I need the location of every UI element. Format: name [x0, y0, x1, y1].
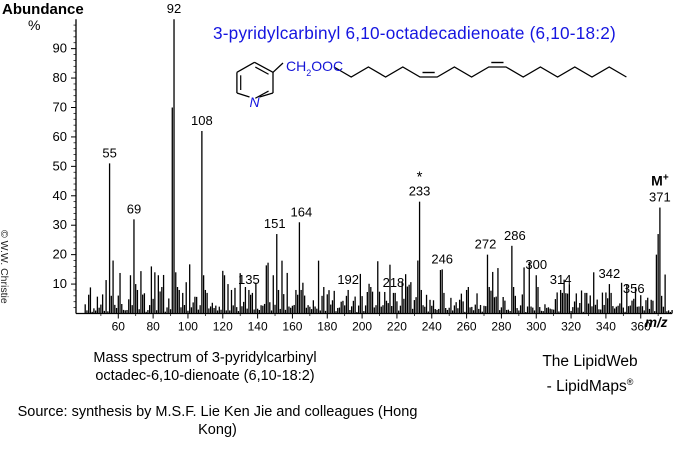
- svg-text:92: 92: [167, 1, 181, 16]
- svg-text:300: 300: [526, 320, 546, 334]
- svg-text:272: 272: [475, 237, 497, 252]
- svg-text:280: 280: [491, 320, 511, 334]
- svg-text:151: 151: [264, 216, 286, 231]
- svg-text:10: 10: [53, 276, 67, 291]
- svg-text:160: 160: [282, 320, 302, 334]
- svg-text:40: 40: [53, 188, 67, 203]
- svg-text:50: 50: [53, 158, 67, 173]
- svg-text:246: 246: [431, 251, 453, 266]
- svg-text:30: 30: [53, 217, 67, 232]
- svg-text:192: 192: [337, 272, 359, 287]
- svg-text:340: 340: [596, 320, 616, 334]
- svg-text:55: 55: [102, 145, 116, 160]
- svg-text:220: 220: [387, 320, 407, 334]
- svg-text:120: 120: [213, 320, 233, 334]
- svg-text:371: 371: [649, 190, 671, 205]
- svg-text:20: 20: [53, 247, 67, 262]
- svg-text:233: 233: [409, 184, 431, 199]
- svg-text:*: *: [417, 169, 423, 186]
- svg-text:240: 240: [422, 320, 442, 334]
- svg-text:80: 80: [53, 70, 67, 85]
- svg-text:70: 70: [53, 99, 67, 114]
- svg-text:218: 218: [383, 275, 405, 290]
- svg-text:60: 60: [112, 320, 126, 334]
- svg-text:286: 286: [504, 228, 526, 243]
- svg-text:164: 164: [291, 204, 313, 219]
- svg-text:M+: M+: [651, 172, 669, 189]
- svg-text:CH2OOC: CH2OOC: [286, 58, 343, 78]
- svg-text:260: 260: [457, 320, 477, 334]
- svg-text:314: 314: [550, 272, 572, 287]
- svg-text:356: 356: [623, 281, 645, 296]
- svg-text:342: 342: [599, 266, 621, 281]
- svg-text:90: 90: [53, 41, 67, 56]
- svg-text:300: 300: [525, 257, 547, 272]
- svg-text:100: 100: [178, 320, 198, 334]
- svg-text:140: 140: [248, 320, 268, 334]
- svg-text:108: 108: [191, 113, 213, 128]
- svg-text:135: 135: [238, 272, 260, 287]
- svg-text:N: N: [249, 94, 260, 110]
- svg-text:180: 180: [317, 320, 337, 334]
- svg-text:80: 80: [146, 320, 160, 334]
- svg-text:69: 69: [127, 201, 141, 216]
- svg-text:60: 60: [53, 129, 67, 144]
- svg-text:320: 320: [561, 320, 581, 334]
- svg-text:200: 200: [352, 320, 372, 334]
